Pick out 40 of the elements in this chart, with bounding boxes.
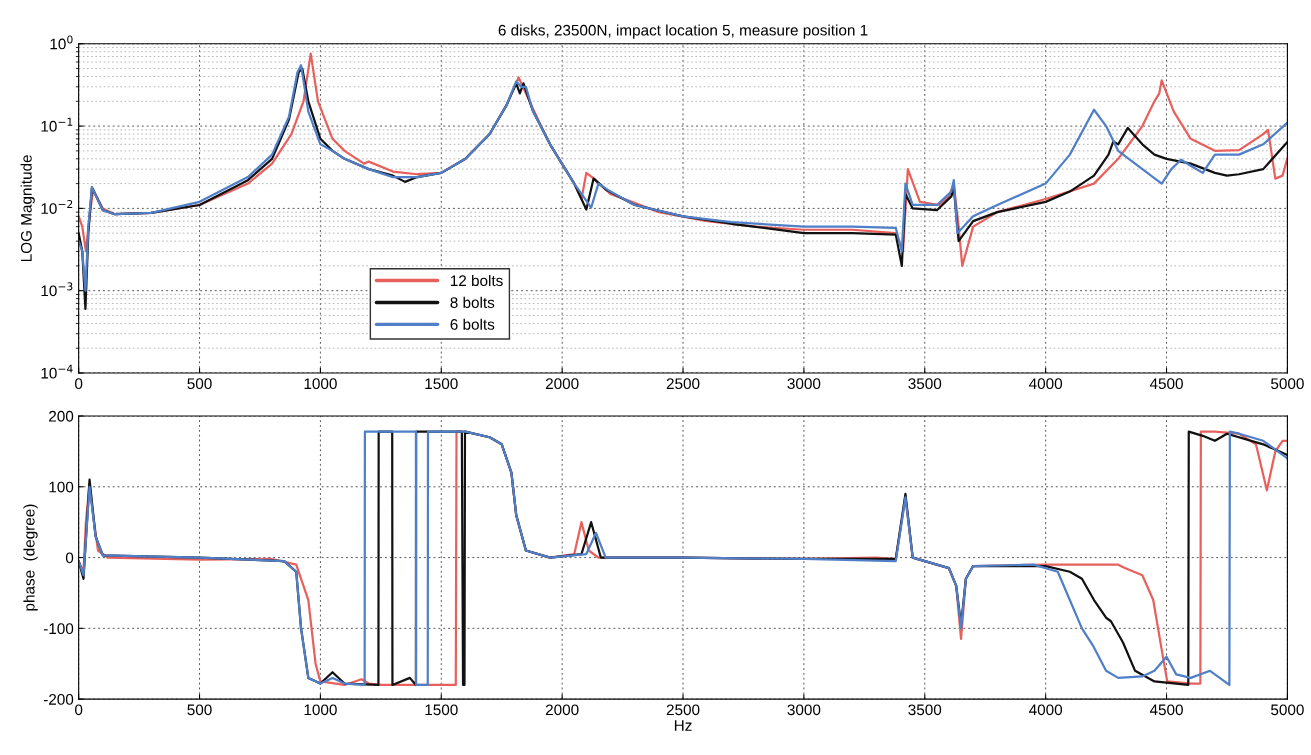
y-tick-label: 10$^{−4}$	[41, 364, 73, 379]
x-tick-label: 1000	[304, 378, 337, 390]
x-tick-label: 2000	[545, 704, 579, 716]
y-tick-label: 10$^{0}$	[50, 35, 73, 50]
y-tick-label: 0	[65, 552, 74, 564]
y-tick-label: -200	[43, 694, 74, 705]
y-tick-label: 200	[49, 410, 74, 422]
y-tick-label: 10$^{−3}$	[41, 282, 73, 297]
y-tick-label: 10$^{−2}$	[41, 200, 73, 214]
x-tick-label: 500	[187, 704, 212, 716]
x-tick-label: 1500	[425, 378, 458, 390]
y-axis-title: phase (degree)	[23, 504, 38, 611]
x-tick-label: 3500	[908, 378, 942, 390]
x-tick-label: 3000	[787, 378, 821, 390]
x-tick-label: 2500	[666, 378, 700, 390]
x-tick-label: 4500	[1149, 378, 1183, 390]
x-tick-label: 1000	[304, 704, 337, 716]
x-tick-label: 2500	[666, 704, 700, 716]
x-tick-label: 3500	[908, 704, 942, 716]
legend-label: 12 bolts	[450, 274, 503, 287]
x-tick-label: 5000	[1271, 704, 1304, 716]
x-tick-label: 5000	[1271, 378, 1304, 390]
x-tick-label: 0	[75, 378, 83, 390]
y-tick-label: 10$^{−1}$	[41, 117, 73, 132]
y-tick-label: 100	[49, 481, 74, 493]
x-tick-label: 4000	[1029, 704, 1063, 716]
legend-label: 6 bolts	[450, 318, 495, 330]
x-tick-label: 3000	[787, 704, 821, 716]
x-tick-label: 4000	[1029, 378, 1063, 390]
x-tick-label: 0	[75, 704, 83, 716]
legend-label: 8 bolts	[450, 296, 495, 308]
chart-title: 6 disks, 23500N, impact location 5, measure position 1	[498, 24, 868, 39]
x-tick-label: 500	[187, 378, 212, 390]
y-axis-title: LOG Magnitude	[20, 155, 35, 262]
y-tick-label: -100	[43, 623, 74, 635]
x-axis-title: Hz	[674, 720, 692, 731]
line-series	[78, 430, 1288, 687]
x-tick-label: 2000	[545, 378, 579, 390]
x-tick-label: 1500	[425, 704, 458, 716]
x-tick-label: 4500	[1149, 704, 1183, 716]
